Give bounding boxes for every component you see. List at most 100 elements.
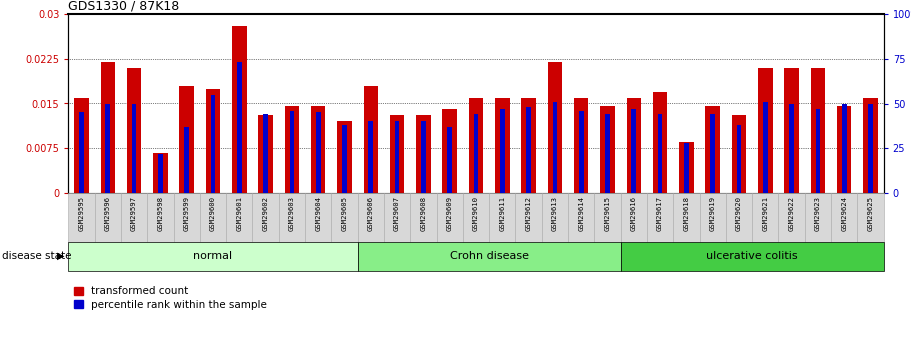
Text: GSM29615: GSM29615 <box>605 196 610 230</box>
Bar <box>290 111 294 193</box>
Bar <box>74 98 88 193</box>
Bar <box>789 104 794 193</box>
Bar <box>620 193 647 242</box>
Text: GSM29624: GSM29624 <box>841 196 847 230</box>
Bar <box>416 116 431 193</box>
Bar <box>443 109 457 193</box>
Bar <box>263 114 268 193</box>
Bar <box>226 193 252 242</box>
Bar <box>705 107 720 193</box>
Text: GSM29608: GSM29608 <box>420 196 426 230</box>
Bar <box>394 121 399 193</box>
Bar <box>368 121 374 193</box>
Bar <box>390 116 404 193</box>
Text: GSM29610: GSM29610 <box>473 196 479 230</box>
Text: Crohn disease: Crohn disease <box>450 251 528 261</box>
Bar <box>284 107 299 193</box>
Bar <box>436 193 463 242</box>
Bar <box>316 112 321 193</box>
Bar <box>463 193 489 242</box>
Text: ▶: ▶ <box>56 251 64 261</box>
Bar <box>542 193 568 242</box>
Bar <box>305 193 332 242</box>
Bar <box>469 98 483 193</box>
Text: GSM29611: GSM29611 <box>499 196 506 230</box>
Text: GSM29609: GSM29609 <box>446 196 453 230</box>
Bar <box>779 193 804 242</box>
Bar <box>179 86 194 193</box>
Text: GSM29605: GSM29605 <box>342 196 347 230</box>
Bar <box>732 116 746 193</box>
Text: GSM29599: GSM29599 <box>184 196 189 230</box>
Text: GSM29598: GSM29598 <box>158 196 163 230</box>
Bar <box>600 107 615 193</box>
Bar <box>489 193 516 242</box>
Bar <box>627 98 641 193</box>
Bar <box>527 107 531 193</box>
Bar <box>631 109 636 193</box>
Bar <box>868 104 873 193</box>
Bar <box>864 98 878 193</box>
Bar <box>343 125 347 193</box>
Text: disease state: disease state <box>2 251 71 261</box>
Text: GSM29619: GSM29619 <box>710 196 716 230</box>
Bar <box>232 26 247 193</box>
Text: GSM29604: GSM29604 <box>315 196 322 230</box>
Bar <box>784 68 799 193</box>
Bar <box>815 109 820 193</box>
Bar <box>711 114 715 193</box>
Bar <box>831 193 857 242</box>
Bar <box>184 127 189 193</box>
Bar <box>516 193 542 242</box>
Text: GSM29602: GSM29602 <box>262 196 269 230</box>
Bar <box>68 241 358 271</box>
Bar <box>100 62 115 193</box>
Text: GSM29613: GSM29613 <box>552 196 558 230</box>
Text: GSM29622: GSM29622 <box>789 196 794 230</box>
Text: GSM29625: GSM29625 <box>867 196 874 230</box>
Bar <box>410 193 436 242</box>
Bar <box>568 193 594 242</box>
Bar <box>68 193 95 242</box>
Text: GSM29623: GSM29623 <box>815 196 821 230</box>
Text: GSM29614: GSM29614 <box>578 196 584 230</box>
Text: GSM29616: GSM29616 <box>630 196 637 230</box>
Bar <box>620 241 884 271</box>
Text: GSM29595: GSM29595 <box>78 196 85 230</box>
Text: GSM29603: GSM29603 <box>289 196 295 230</box>
Bar <box>857 193 884 242</box>
Bar <box>521 98 536 193</box>
Bar <box>132 104 137 193</box>
Bar <box>259 116 272 193</box>
Bar <box>252 193 279 242</box>
Bar <box>79 112 84 193</box>
Bar <box>574 98 589 193</box>
Bar <box>647 193 673 242</box>
Bar <box>358 193 384 242</box>
Text: GSM29600: GSM29600 <box>210 196 216 230</box>
Bar <box>653 91 668 193</box>
Bar <box>726 193 752 242</box>
Bar <box>684 143 689 193</box>
Bar <box>752 193 779 242</box>
Bar <box>95 193 121 242</box>
Bar <box>758 68 773 193</box>
Bar <box>173 193 200 242</box>
Text: GSM29601: GSM29601 <box>236 196 242 230</box>
Bar <box>363 86 378 193</box>
Bar <box>594 193 620 242</box>
Bar <box>811 68 825 193</box>
Text: GSM29596: GSM29596 <box>105 196 111 230</box>
Bar <box>474 114 478 193</box>
Bar <box>837 107 852 193</box>
Bar <box>842 104 846 193</box>
Bar <box>737 125 742 193</box>
Text: GSM29620: GSM29620 <box>736 196 742 230</box>
Bar <box>279 193 305 242</box>
Bar <box>210 95 215 193</box>
Text: GSM29607: GSM29607 <box>394 196 400 230</box>
Bar <box>358 241 620 271</box>
Bar <box>106 104 110 193</box>
Text: GSM29612: GSM29612 <box>526 196 532 230</box>
Bar <box>447 127 452 193</box>
